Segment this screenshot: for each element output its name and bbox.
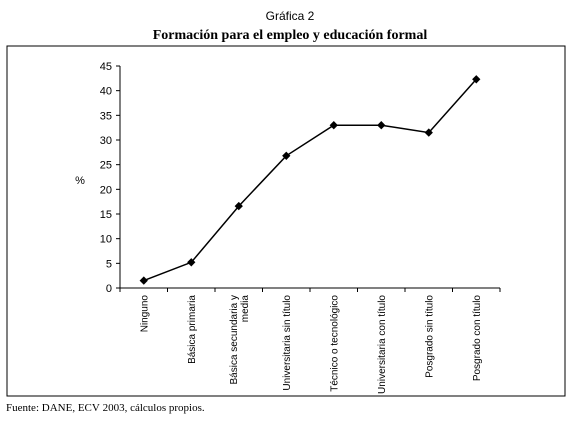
x-tick-label: Universitaria sin título <box>282 295 293 391</box>
x-tick-label-line: Universitaria sin título <box>282 295 293 391</box>
y-axis-label: % <box>75 175 85 187</box>
source-separator: , <box>72 402 78 414</box>
x-tick-label: Universitaria con título <box>377 295 388 394</box>
source-org-ecv: ECV <box>77 402 100 414</box>
y-tick-label: 0 <box>106 283 112 295</box>
x-tick-label: Técnico o tecnológico <box>329 295 340 392</box>
y-tick-label: 30 <box>100 135 112 147</box>
series-line <box>143 78 477 282</box>
y-tick-label: 5 <box>106 258 112 270</box>
data-point-marker <box>377 121 386 130</box>
x-tick-label: Básica primaria <box>187 295 198 364</box>
data-point-marker <box>424 128 433 137</box>
y-tick-label: 15 <box>100 209 112 221</box>
x-tick-label-line: Posgrado sin título <box>424 295 435 378</box>
chart-frame <box>6 45 566 397</box>
x-tick-label: Básica secundaria y media <box>229 295 251 385</box>
y-tick-label: 35 <box>100 110 112 122</box>
data-point-marker <box>234 201 243 211</box>
source-rest: 2003, cálculos propios. <box>99 402 205 414</box>
x-ticks: Ninguno Básica primaria Básica secundaria … <box>119 288 501 394</box>
x-tick-label-line: Posgrado con título <box>472 295 483 382</box>
y-tick-label: 10 <box>100 234 112 246</box>
x-tick-label: Posgrado con título <box>472 295 483 382</box>
series-markers <box>139 75 481 285</box>
source-prefix: Fuente: <box>6 402 42 414</box>
y-ticks: 0 5 10 15 20 25 30 35 40 45 <box>100 61 120 295</box>
y-tick-label: 20 <box>100 184 112 196</box>
chart-kicker: Gráfica 2 <box>266 9 315 23</box>
y-tick-label: 45 <box>100 61 112 73</box>
data-point-marker <box>329 121 338 130</box>
data-point-marker <box>139 276 148 285</box>
source-note: Fuente: DANE, ECV 2003, cálculos propios… <box>6 402 205 414</box>
x-tick-label: Ninguno <box>139 295 150 333</box>
x-tick-label: Posgrado sin título <box>424 295 435 378</box>
y-tick-label: 25 <box>100 160 112 172</box>
data-point-marker <box>187 258 196 267</box>
x-tick-label-line: Básica primaria <box>187 295 198 364</box>
x-tick-label-line: media <box>240 295 251 323</box>
data-point-marker <box>472 75 481 84</box>
x-tick-label-line: Técnico o tecnológico <box>329 295 340 392</box>
data-point-marker <box>282 151 291 160</box>
source-org-dane: DANE <box>41 402 73 414</box>
x-tick-label-line: Ninguno <box>139 295 150 333</box>
x-tick-label-line: Básica secundaria y <box>229 295 240 385</box>
y-tick-label: 40 <box>100 86 112 98</box>
chart-title: Formación para el empleo y educación for… <box>153 28 428 43</box>
x-tick-label-line: Universitaria con título <box>377 295 388 394</box>
